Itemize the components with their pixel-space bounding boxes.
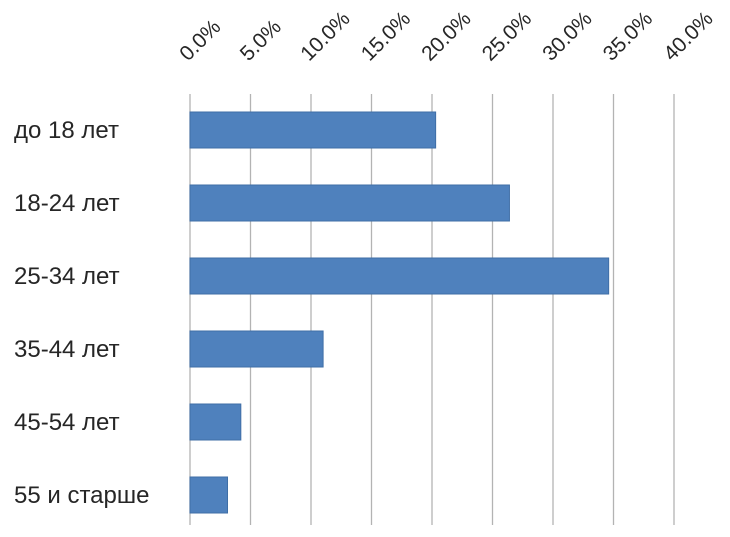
x-tick-label: 30.0% [538,7,596,65]
x-tick-labels: 0.0% 5.0% 10.0% 15.0% 20.0% 25.0% 30.0% 35.0% 40… [175,7,717,65]
category-label: 25-34 лет [14,263,120,290]
x-tick-label: 35.0% [599,7,657,65]
bar [189,330,324,368]
x-tick-label: 0.0% [175,15,225,65]
category-label: 55 и старше [14,482,149,509]
bar [189,257,610,295]
category-label: 45-54 лет [14,409,120,436]
category-label: до 18 лет [14,117,119,144]
gridlines [189,94,675,525]
bars [189,111,610,514]
category-labels: до 18 лет 18-24 лет 25-34 лет 35-44 лет 45-5… [14,117,149,509]
x-tick-label: 10.0% [296,7,354,65]
x-tick-label: 20.0% [417,7,475,65]
x-tick-label: 15.0% [357,7,415,65]
x-tick-label: 40.0% [659,7,717,65]
category-label: 18-24 лет [14,190,120,217]
x-tick-label: 5.0% [236,15,286,65]
bar [189,476,229,514]
category-label: 35-44 лет [14,336,120,363]
bar [189,403,242,441]
x-tick-label: 25.0% [478,7,536,65]
bar [189,111,437,149]
bar [189,184,510,222]
